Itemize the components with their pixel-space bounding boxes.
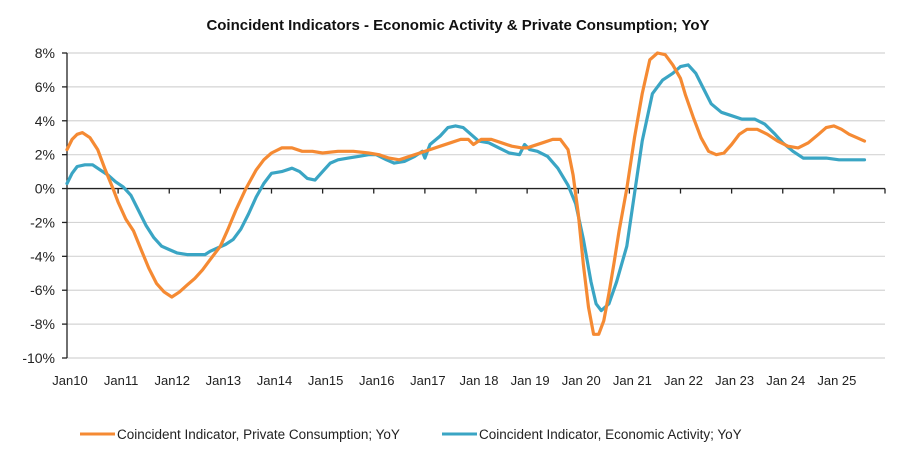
x-tick-label: Jan 19 bbox=[511, 373, 550, 388]
y-tick-label: -10% bbox=[22, 350, 55, 366]
legend-economic-activity-label: Coincident Indicator, Economic Activity;… bbox=[479, 427, 742, 442]
gridlines bbox=[67, 52, 885, 359]
series-private-consumption bbox=[65, 51, 867, 336]
x-tick-label: Jan15 bbox=[308, 373, 343, 388]
x-tick-label: Jan13 bbox=[206, 373, 241, 388]
x-tick-label: Jan 22 bbox=[664, 373, 703, 388]
y-tick-label: -2% bbox=[30, 214, 55, 230]
y-tick-label: -8% bbox=[30, 316, 55, 332]
x-tick-label: Jan17 bbox=[410, 373, 445, 388]
x-tick-label: Jan 21 bbox=[613, 373, 652, 388]
y-tick-label: 0% bbox=[35, 181, 55, 197]
x-tick-label: Jan 24 bbox=[766, 373, 805, 388]
x-tick-label: Jan10 bbox=[52, 373, 87, 388]
y-tick-label: 8% bbox=[35, 45, 55, 61]
y-tick-label: 4% bbox=[35, 113, 55, 129]
series-lines bbox=[65, 51, 867, 336]
y-tick-label: 2% bbox=[35, 147, 55, 163]
y-tick-label: -4% bbox=[30, 248, 55, 264]
x-tick-label: Jan11 bbox=[104, 373, 138, 388]
y-axis: 8% 6% 4% 2% 0% -2% -4% -6% -8% -10% bbox=[22, 45, 68, 366]
x-tick-label: Jan 20 bbox=[562, 373, 601, 388]
legend-private-consumption-label: Coincident Indicator, Private Consumptio… bbox=[117, 427, 400, 442]
y-tick-label: -6% bbox=[30, 282, 55, 298]
x-tick-label: Jan12 bbox=[155, 373, 190, 388]
x-tick-label: Jan 18 bbox=[459, 373, 498, 388]
series-economic-activity bbox=[65, 63, 867, 313]
x-tick-label: Jan 25 bbox=[817, 373, 856, 388]
x-tick-label: Jan14 bbox=[257, 373, 292, 388]
x-tick-label: Jan16 bbox=[359, 373, 394, 388]
y-tick-label: 6% bbox=[35, 79, 55, 95]
legend: Coincident Indicator, Private Consumptio… bbox=[80, 427, 742, 442]
x-axis: Jan10 Jan11 Jan12 Jan13 Jan14 Jan15 Jan16 Jan17… bbox=[52, 187, 886, 388]
x-tick-label: Jan 23 bbox=[715, 373, 754, 388]
chart-title: Coincident Indicators - Economic Activit… bbox=[206, 17, 709, 34]
